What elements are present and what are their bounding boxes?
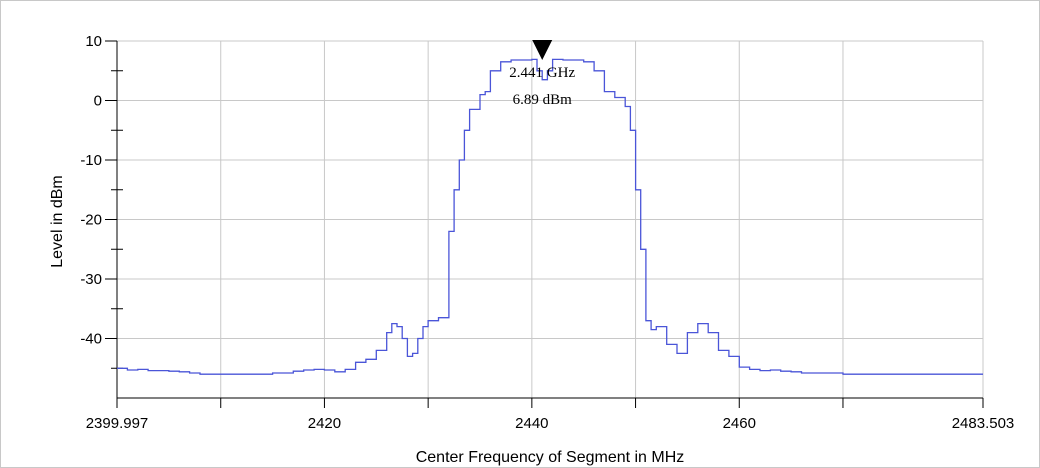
- marker-triangle-icon: [532, 40, 553, 60]
- y-tick-label: -40: [80, 331, 102, 348]
- marker-frequency-label: 2.441 GHz: [509, 65, 575, 81]
- tick-labels: 10 0 -10 -20 -30 -40 2399.997 2420 2440 2460 2483.…: [80, 33, 1014, 432]
- spectrum-trace: [117, 58, 983, 375]
- y-tick-label: 10: [85, 33, 102, 50]
- x-tick-label: 2440: [515, 415, 548, 432]
- marker-layer: 2.441 GHz 6.89 dBm: [509, 40, 575, 108]
- x-tick-label: 2399.997: [86, 415, 149, 432]
- y-tick-label: -20: [80, 212, 102, 229]
- x-tick-label: 2483.503: [952, 415, 1015, 432]
- y-tick-label: -30: [80, 271, 102, 288]
- y-axis-title: Level in dBm: [49, 175, 66, 268]
- marker-level-label: 6.89 dBm: [513, 92, 573, 108]
- y-tick-label: -10: [80, 152, 102, 169]
- tick-marks: [105, 40, 984, 408]
- trace-layer: [117, 58, 983, 375]
- x-axis-title: Center Frequency of Segment in MHz: [416, 449, 685, 466]
- y-tick-label: 0: [94, 93, 102, 110]
- x-tick-label: 2460: [723, 415, 756, 432]
- x-tick-label: 2420: [308, 415, 341, 432]
